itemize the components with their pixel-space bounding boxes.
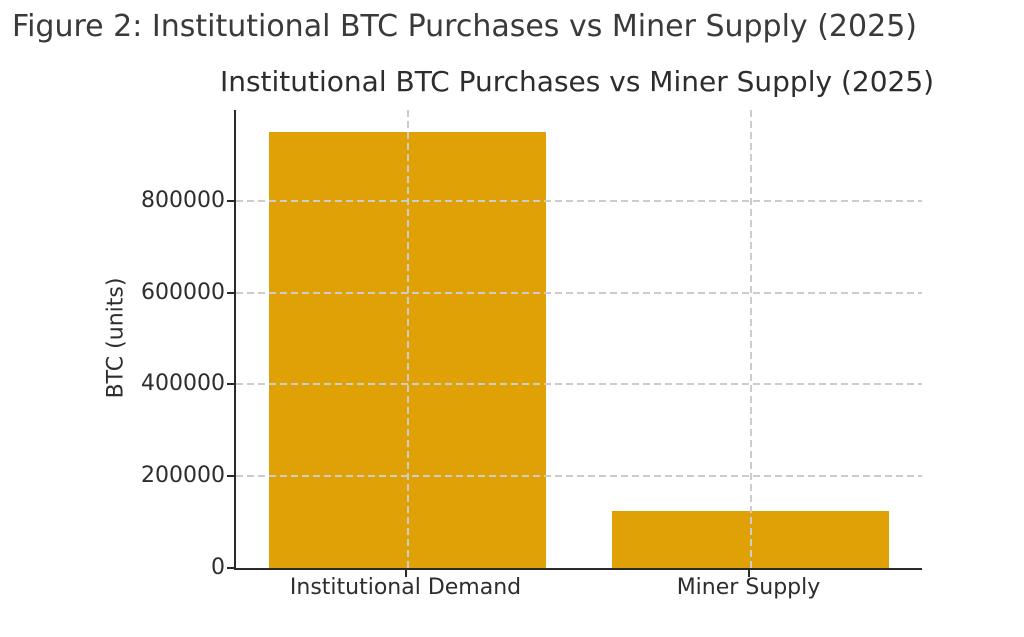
gridline-y-200000 bbox=[236, 475, 922, 478]
y-tick-mark-800000 bbox=[227, 199, 234, 202]
y-tick-mark-400000 bbox=[227, 383, 234, 386]
y-tick-label-600000: 600000 bbox=[141, 279, 225, 305]
x-tick-label-1: Miner Supply bbox=[676, 575, 821, 600]
x-tick-mark-0 bbox=[404, 570, 407, 577]
y-tick-mark-0 bbox=[227, 567, 234, 569]
y-tick-label-800000: 800000 bbox=[141, 187, 225, 213]
chart-title: Institutional BTC Purchases vs Miner Sup… bbox=[219, 65, 935, 98]
gridline-y-800000 bbox=[236, 199, 922, 202]
x-tick-label-0: Institutional Demand bbox=[289, 575, 522, 600]
plot-area bbox=[234, 110, 922, 570]
gridline-y-600000 bbox=[236, 291, 922, 294]
x-tick-mark-1 bbox=[747, 570, 750, 577]
y-tick-label-400000: 400000 bbox=[141, 371, 225, 397]
y-tick-label-200000: 200000 bbox=[141, 463, 225, 489]
y-tick-mark-200000 bbox=[227, 475, 234, 478]
chart-title-clip: Institutional BTC Purchases vs Miner Sup… bbox=[0, 62, 943, 104]
gridline-x-0 bbox=[406, 110, 409, 568]
y-tick-label-0: 0 bbox=[211, 555, 225, 580]
figure-caption: Figure 2: Institutional BTC Purchases vs… bbox=[12, 9, 917, 44]
gridline-x-1 bbox=[749, 110, 752, 568]
gridline-y-400000 bbox=[236, 383, 922, 386]
y-tick-mark-600000 bbox=[227, 291, 234, 294]
